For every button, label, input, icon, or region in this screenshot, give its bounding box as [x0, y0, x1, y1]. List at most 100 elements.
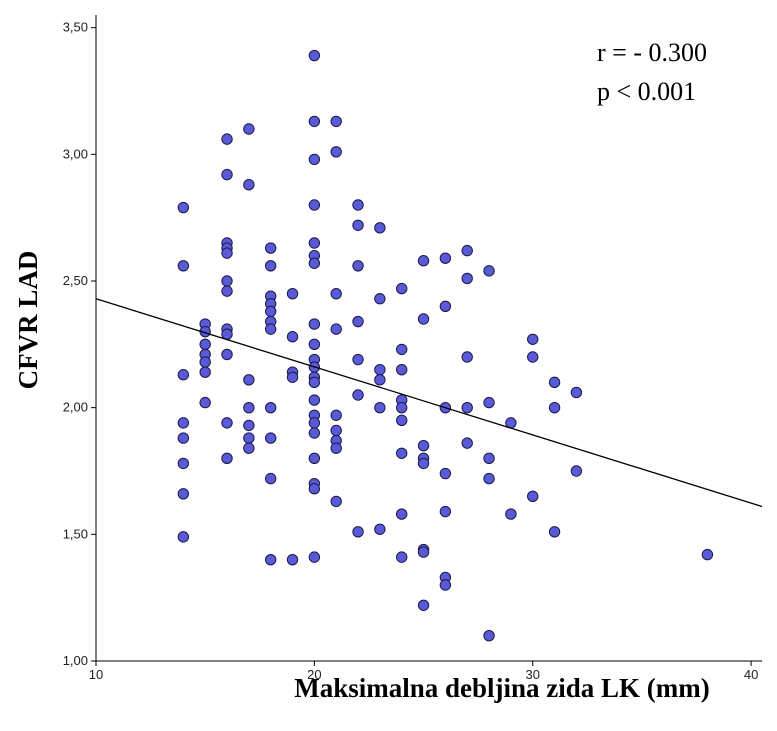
- data-point: [243, 179, 255, 191]
- data-point: [330, 287, 342, 300]
- data-point: [221, 452, 233, 465]
- data-point: [483, 472, 495, 485]
- data-point: [330, 115, 342, 128]
- data-point: [483, 265, 495, 277]
- data-point: [352, 315, 364, 328]
- data-point: [243, 419, 255, 432]
- data-point: [461, 272, 473, 285]
- data-point: [286, 287, 299, 300]
- data-point: [396, 414, 408, 427]
- data-point: [396, 363, 408, 376]
- x-axis-title: Maksimalna debljina zida LK (mm): [294, 673, 710, 703]
- axis-ticks: 10 20 30 40 1,00 1,50 2,00 2,50 3,00 3,50: [63, 20, 759, 682]
- data-point: [330, 495, 342, 508]
- y-tick-label: 3,50: [63, 20, 88, 35]
- data-point: [308, 257, 321, 269]
- data-point: [330, 424, 342, 437]
- data-point: [461, 244, 473, 257]
- data-point: [417, 457, 430, 470]
- data-point: [548, 526, 561, 538]
- data-point: [352, 353, 364, 366]
- data-point: [701, 548, 714, 561]
- data-point: [221, 417, 233, 429]
- data-point: [548, 401, 561, 414]
- data-point: [221, 348, 233, 361]
- data-point: [527, 333, 539, 345]
- x-tick-label: 40: [744, 667, 758, 682]
- axes: [95, 15, 762, 662]
- data-point: [308, 153, 321, 166]
- data-point: [264, 401, 277, 414]
- data-point: [527, 490, 539, 503]
- data-point: [439, 467, 452, 480]
- data-point: [483, 452, 495, 465]
- data-point: [396, 282, 408, 295]
- data-point: [570, 465, 583, 477]
- data-point: [199, 356, 211, 368]
- data-point: [330, 409, 342, 421]
- data-point: [221, 247, 233, 259]
- data-point: [308, 394, 321, 406]
- data-point: [417, 255, 430, 267]
- regression-line: [95, 298, 763, 508]
- data-point: [264, 472, 277, 485]
- data-point: [177, 457, 190, 470]
- data-point: [177, 432, 190, 444]
- data-point: [374, 401, 386, 414]
- data-point: [374, 222, 386, 234]
- data-point: [352, 260, 364, 272]
- data-point: [505, 508, 517, 520]
- data-point: [570, 386, 583, 399]
- data-point: [548, 376, 561, 389]
- data-point: [374, 374, 386, 386]
- data-point: [330, 323, 342, 335]
- data-point: [286, 371, 299, 383]
- data-point: [439, 252, 452, 264]
- data-point: [243, 123, 255, 135]
- y-tick-label: 2,00: [63, 400, 88, 415]
- x-tick-label: 10: [89, 667, 103, 682]
- data-point: [417, 313, 430, 325]
- data-point: [199, 338, 211, 351]
- data-point: [177, 417, 190, 429]
- data-point: [177, 531, 190, 543]
- correlation-r-annotation: r = - 0.300: [597, 38, 707, 67]
- data-point: [439, 505, 452, 518]
- data-point: [417, 546, 430, 558]
- data-point: [243, 442, 255, 454]
- data-point: [396, 508, 408, 520]
- data-point: [243, 374, 255, 386]
- data-point: [308, 115, 321, 128]
- data-point: [308, 417, 321, 429]
- data-point: [396, 447, 408, 459]
- data-point: [374, 523, 386, 535]
- data-point: [374, 293, 386, 305]
- data-point: [177, 488, 190, 500]
- data-point: [352, 526, 364, 538]
- data-point: [221, 285, 233, 297]
- data-point: [396, 401, 408, 414]
- data-point: [308, 199, 321, 211]
- data-point: [264, 323, 277, 335]
- data-point: [221, 275, 233, 287]
- data-point: [243, 401, 255, 414]
- data-point: [396, 551, 408, 563]
- data-point: [352, 389, 364, 401]
- data-point: [330, 146, 342, 158]
- data-point: [417, 599, 430, 611]
- data-point: [461, 351, 473, 363]
- data-point: [308, 551, 321, 563]
- data-point: [308, 452, 321, 465]
- data-point: [461, 401, 473, 414]
- data-point: [199, 396, 211, 409]
- data-point: [308, 427, 321, 439]
- data-point: [177, 201, 190, 214]
- data-point: [264, 553, 277, 566]
- data-point: [461, 437, 473, 449]
- data-point: [177, 369, 190, 381]
- y-tick-label: 1,50: [63, 526, 88, 541]
- data-point: [286, 553, 299, 566]
- data-point: [374, 363, 386, 376]
- data-point: [396, 343, 408, 356]
- data-point: [308, 49, 321, 62]
